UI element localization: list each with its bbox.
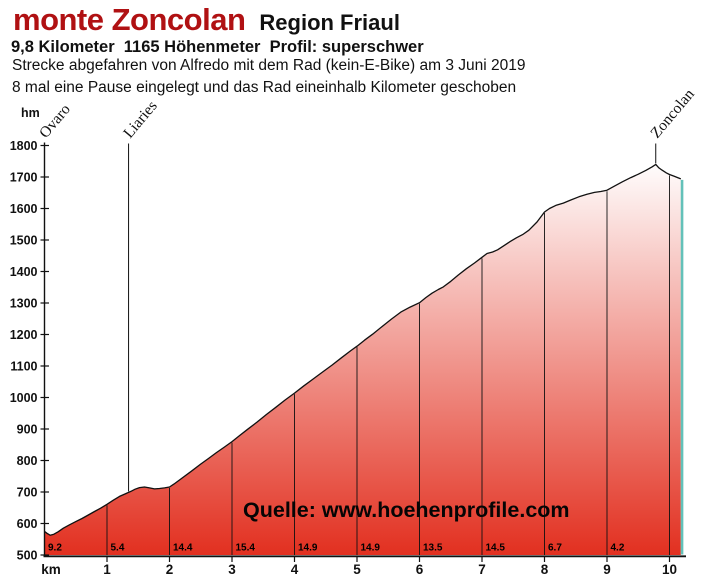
y-tick-label: 1700 (10, 171, 38, 185)
x-tick-label: 3 (228, 562, 236, 577)
station-label-liaries: Liaries (120, 98, 161, 142)
y-tick-label: 900 (17, 423, 38, 437)
gradient-label: 14.4 (173, 543, 193, 554)
watermark-text: Quelle: www.hoehenprofile.com (243, 498, 570, 522)
page-title: monte Zoncolan (13, 2, 246, 37)
x-tick-label: 6 (416, 562, 424, 577)
y-tick-label: 1000 (10, 391, 38, 405)
route-note-1: Strecke abgefahren von Alfredo mit dem R… (12, 57, 526, 74)
y-tick-label: 1800 (10, 139, 38, 153)
x-tick-label: 4 (291, 562, 299, 577)
gradient-label: 9.2 (48, 543, 62, 554)
page-header: monte Zoncolan Region Friaul 9,8 Kilomete… (0, 0, 726, 100)
x-axis-unit-label: km (41, 562, 61, 577)
x-tick-label: 2 (166, 562, 174, 577)
elevation-outline (44, 163, 682, 536)
x-tick-label: 8 (541, 562, 549, 577)
gradient-label: 6.7 (548, 543, 562, 554)
x-tick-label: 1 (103, 562, 111, 577)
title-row: monte Zoncolan Region Friaul (13, 2, 400, 38)
x-tick-label: 10 (662, 562, 677, 577)
gradient-label: 4.2 (611, 543, 625, 554)
route-note-2: 8 mal eine Pause eingelegt und das Rad e… (12, 79, 517, 96)
y-tick-label: 500 (17, 549, 38, 563)
route-stats: 9,8 Kilometer 1165 Höhenmeter Profil: su… (11, 38, 424, 56)
y-tick-label: 1100 (10, 360, 37, 374)
y-tick-label: 800 (17, 454, 38, 468)
y-tick-label: 1300 (10, 297, 38, 311)
y-tick-label: 1400 (10, 265, 38, 279)
y-axis-unit-label: hm (21, 106, 40, 120)
y-tick-label: 600 (17, 517, 38, 531)
gradient-label: 15.4 (236, 543, 256, 554)
y-tick-label: 700 (17, 486, 38, 500)
gradient-label: 13.5 (423, 543, 443, 554)
y-tick-label: 1500 (10, 234, 38, 248)
gradient-label: 14.9 (361, 543, 381, 554)
region-subtitle: Region Friaul (259, 10, 400, 35)
gradient-label: 14.5 (486, 543, 506, 554)
y-tick-label: 1200 (10, 328, 38, 342)
gradient-label: 14.9 (298, 543, 318, 554)
station-label-ovaro: Ovaro (36, 101, 74, 142)
gradient-label: 5.4 (111, 543, 125, 554)
y-tick-label: 1600 (10, 202, 38, 216)
x-tick-label: 5 (353, 562, 361, 577)
x-tick-label: 9 (603, 562, 611, 577)
x-tick-label: 7 (478, 562, 486, 577)
elevation-area (44, 164, 681, 555)
